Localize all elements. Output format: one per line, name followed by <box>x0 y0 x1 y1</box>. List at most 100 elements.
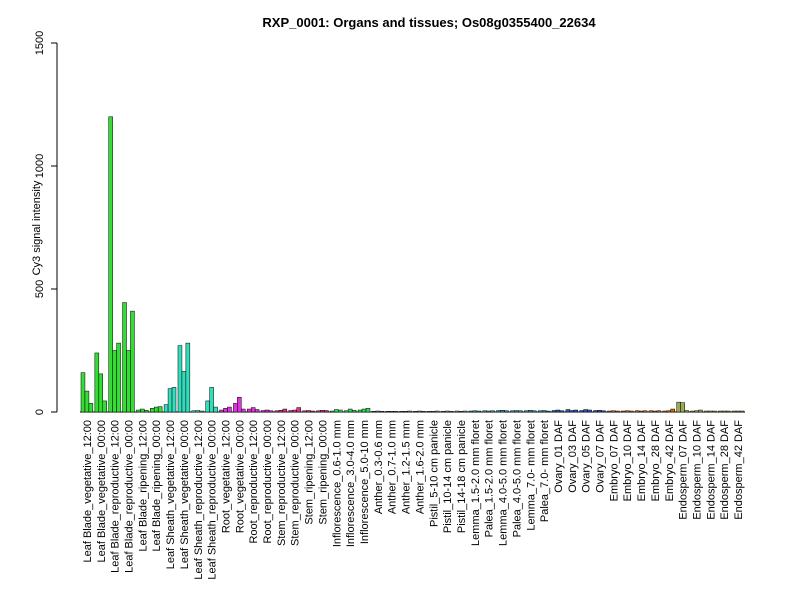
bar <box>233 403 238 413</box>
x-tick-label: Anther_1.2-1.5 mm <box>401 420 413 514</box>
x-tick-label: Pistil_14-18 cm panicle <box>456 420 468 533</box>
bar <box>130 310 135 413</box>
x-tick-label: Lemma_7.0- mm floret <box>525 420 537 531</box>
bar <box>593 410 598 413</box>
bar <box>454 410 460 413</box>
bar <box>524 410 529 413</box>
bar <box>739 410 745 413</box>
bar <box>468 410 474 413</box>
bar <box>274 410 280 413</box>
x-tick-label: Root_vegetative_12:00 <box>220 420 232 533</box>
bar <box>712 410 717 413</box>
bar <box>583 409 588 413</box>
bar <box>482 410 487 413</box>
bar <box>518 410 523 413</box>
bar <box>223 408 228 413</box>
bar <box>365 408 371 413</box>
x-tick-label: Pistil_10-14 cm panicle <box>442 420 454 533</box>
bar <box>656 410 662 413</box>
x-tick-label: Ovary_05 DAF <box>581 420 593 493</box>
bar <box>680 402 685 413</box>
bar <box>357 409 363 413</box>
bar <box>427 411 432 413</box>
bar <box>569 410 575 413</box>
bar <box>435 410 440 413</box>
bar <box>213 406 218 413</box>
bar <box>694 410 699 413</box>
x-tick-label: Stem_ripening_12:00 <box>304 420 316 525</box>
x-tick-label: Root_reproductive_12:00 <box>248 420 260 544</box>
bar <box>389 411 394 413</box>
x-tick-label: Leaf Blade_reproductive_12:00 <box>110 420 122 573</box>
bar <box>199 410 204 413</box>
bar <box>80 372 86 413</box>
bar <box>205 400 210 413</box>
bar <box>288 410 294 413</box>
bar <box>241 408 246 413</box>
bar <box>379 411 385 413</box>
x-tick-label: Endosperm_42 DAF <box>733 420 745 520</box>
bar <box>444 410 450 413</box>
bar <box>140 408 145 413</box>
bar <box>292 409 297 413</box>
bar <box>611 410 616 413</box>
bar <box>486 410 491 413</box>
x-tick-label: Ovary_03 DAF <box>567 420 579 493</box>
bar <box>385 411 390 413</box>
x-tick-label: Leaf Blade_vegetative_00:00 <box>96 420 108 563</box>
bar <box>94 352 100 413</box>
x-tick-labels: Leaf Blade_vegetative_12:00 Leaf Blade_ve… <box>82 420 745 580</box>
bar <box>417 410 422 413</box>
bar <box>144 410 149 413</box>
y-tick-label: 1500 <box>34 31 46 55</box>
x-tick-label: Leaf Sheath_reproductive_12:00 <box>193 420 205 580</box>
bar <box>98 373 104 413</box>
bar <box>638 410 644 413</box>
bar <box>306 410 311 413</box>
bar <box>330 410 335 413</box>
bar <box>462 410 468 413</box>
bar <box>531 410 537 413</box>
bar <box>310 410 315 413</box>
bar <box>565 409 571 413</box>
x-tick-label: Anther_1.6-2.0 mm <box>414 420 426 514</box>
x-tick-label: Ovary_01 DAF <box>553 420 565 493</box>
x-tick-label: Leaf Sheath_reproductive_00:00 <box>207 420 219 580</box>
bar <box>708 410 713 413</box>
y-axis-label: Cy3 signal intensity <box>31 180 43 275</box>
x-tick-label: Leaf Sheath_vegetative_00:00 <box>179 420 191 569</box>
bar <box>545 410 551 413</box>
bar <box>662 410 668 413</box>
x-tick-label: Palea_7.0- mm floret <box>539 420 551 522</box>
y-axis: 0 500 1000 1500 <box>34 31 745 415</box>
x-tick-label: Inflorescence_3.0-4.0 mm <box>345 420 357 547</box>
bar <box>597 410 602 413</box>
bar <box>302 410 307 413</box>
x-tick-label: Endosperm_07 DAF <box>678 420 690 520</box>
y-tick-label: 1000 <box>34 154 46 178</box>
bar <box>431 411 436 413</box>
x-tick-label: Palea_4.0-5.0 mm floret <box>511 420 523 537</box>
bar <box>167 388 173 413</box>
bar <box>628 410 634 413</box>
bar <box>472 410 478 413</box>
bar <box>642 410 648 413</box>
y-tick-label: 0 <box>34 409 46 415</box>
bar <box>254 409 260 413</box>
bar <box>260 410 266 413</box>
bar <box>725 410 731 413</box>
bar <box>320 410 325 413</box>
bar <box>334 409 339 413</box>
bar <box>496 410 501 413</box>
x-tick-label: Ovary_07 DAF <box>595 420 607 493</box>
bar <box>371 411 377 413</box>
chart-title: RXP_0001: Organs and tissues; Os08g03554… <box>262 15 596 30</box>
bar <box>136 409 141 413</box>
x-tick-label: Leaf Sheath_vegetative_12:00 <box>165 420 177 569</box>
bar <box>704 410 709 413</box>
bar <box>476 410 482 413</box>
x-tick-label: Stem_reproductive_00:00 <box>290 420 302 546</box>
bar <box>116 342 121 413</box>
x-tick-label: Stem_reproductive_12:00 <box>276 420 288 546</box>
